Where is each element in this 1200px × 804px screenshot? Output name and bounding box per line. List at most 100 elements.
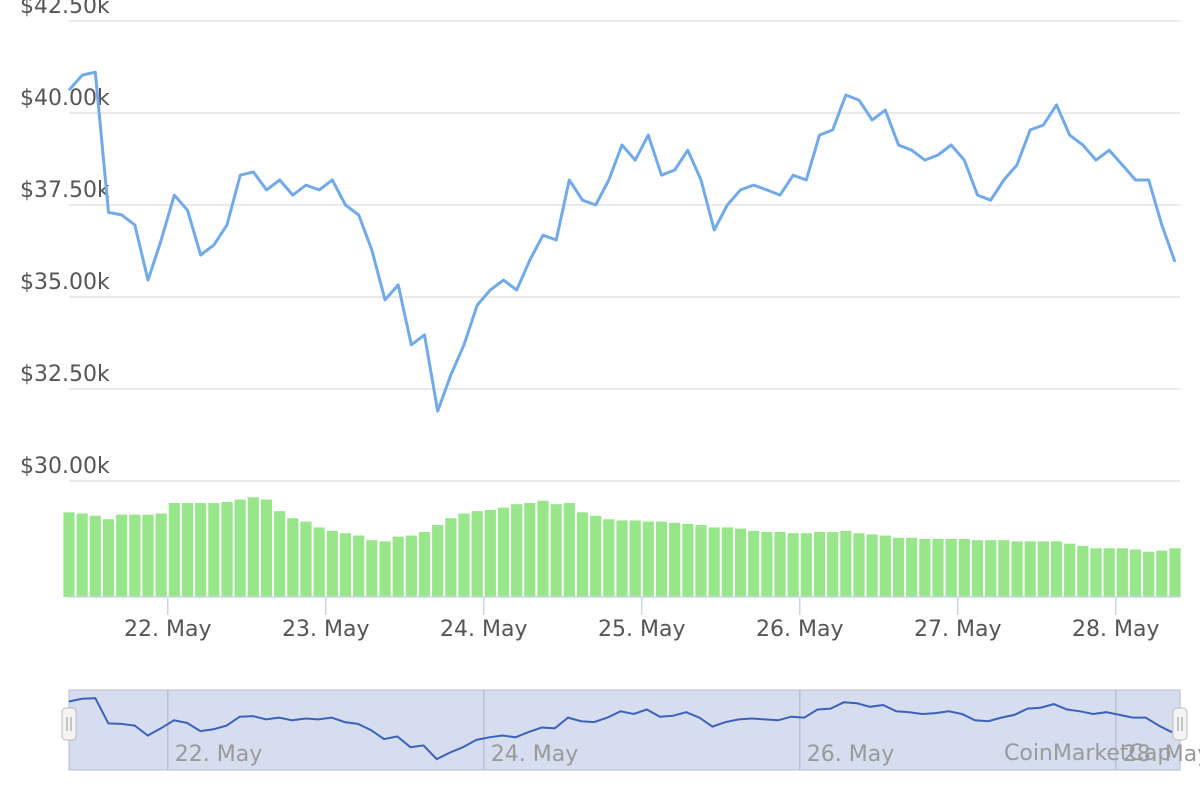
- volume-bar: [418, 532, 431, 597]
- volume-bar: [353, 535, 365, 597]
- volume-bar: [63, 512, 75, 597]
- x-tick-label: 22. May: [124, 617, 211, 642]
- volume-bar: [1037, 541, 1049, 597]
- volume-bar: [695, 525, 707, 597]
- volume-bar: [300, 521, 312, 597]
- volume-bar: [998, 540, 1010, 597]
- volume-bar: [590, 515, 602, 597]
- volume-bar: [563, 503, 575, 597]
- volume-bar: [260, 499, 273, 597]
- y-tick-label: $42.50k: [20, 0, 110, 19]
- volume-bar: [721, 527, 733, 597]
- volume-bar: [932, 539, 944, 597]
- volume-bar: [800, 533, 812, 597]
- volume-bar: [669, 522, 681, 597]
- x-tick-label: 23. May: [282, 617, 369, 642]
- volume-bar: [550, 504, 562, 597]
- y-tick-label: $37.50k: [20, 178, 110, 203]
- y-tick-label: $35.00k: [20, 270, 110, 295]
- volume-bar: [853, 533, 865, 597]
- volume-bar: [234, 499, 246, 597]
- navigator-handle[interactable]: [61, 707, 77, 741]
- volume-bar: [774, 532, 786, 597]
- watermark: CoinMarketCap: [1004, 741, 1171, 766]
- volume-bar: [945, 539, 957, 597]
- volume-bar: [879, 535, 891, 597]
- navigator-tick-label: 28. May: [1123, 742, 1200, 767]
- volume-bar: [458, 513, 470, 597]
- volume-bar: [1129, 549, 1142, 597]
- volume-bar: [1169, 548, 1181, 597]
- volume-bar: [892, 537, 905, 597]
- volume-bar: [827, 532, 839, 597]
- volume-bar: [287, 518, 299, 597]
- volume-bar: [906, 537, 918, 597]
- volume-bar: [379, 541, 391, 597]
- volume-bar: [655, 521, 668, 597]
- volume-bar: [616, 520, 628, 597]
- volume-bar: [445, 518, 457, 597]
- volume-bar: [155, 513, 167, 597]
- volume-bar: [971, 540, 984, 597]
- volume-bar: [1156, 550, 1168, 597]
- y-tick-label: $32.50k: [20, 362, 110, 387]
- volume-bar: [866, 534, 878, 597]
- volume-bar: [1024, 541, 1036, 597]
- volume-bar: [247, 497, 259, 597]
- volume-bar: [142, 514, 154, 597]
- volume-bar: [1103, 548, 1115, 597]
- volume-bar: [89, 515, 101, 597]
- volume-bar: [840, 530, 852, 597]
- x-tick-label: 28. May: [1072, 617, 1159, 642]
- price-line: [67, 70, 1177, 413]
- y-tick-label: $40.00k: [20, 86, 110, 111]
- volume-bar: [405, 535, 417, 597]
- volume-bar: [221, 501, 233, 597]
- x-tick-label: 26. May: [756, 617, 843, 642]
- volume-bar: [195, 503, 207, 597]
- volume-bar: [576, 512, 589, 597]
- volume-bar: [1090, 548, 1102, 597]
- volume-bar: [1116, 548, 1128, 597]
- volume-bar: [208, 503, 220, 597]
- volume-bar: [432, 525, 444, 597]
- volume-bar: [116, 514, 128, 597]
- volume-bar: [1077, 545, 1089, 597]
- volume-bar: [1011, 541, 1023, 597]
- volume-bar: [168, 503, 180, 597]
- navigator-handle[interactable]: [1172, 707, 1188, 741]
- volume-bar: [497, 507, 510, 597]
- navigator-tick-label: 24. May: [491, 742, 578, 767]
- navigator-tick-label: 26. May: [807, 742, 894, 767]
- volume-bar: [484, 510, 496, 597]
- volume-bar: [813, 532, 826, 597]
- volume-bar: [129, 514, 141, 597]
- volume-bar: [102, 519, 115, 597]
- volume-bar: [392, 536, 404, 597]
- volume-bar: [958, 539, 970, 597]
- volume-bar: [1050, 541, 1063, 597]
- volume-bar: [524, 503, 536, 597]
- navigator-window[interactable]: [68, 689, 1181, 771]
- volume-bar: [682, 523, 694, 597]
- y-tick-label: $30.00k: [20, 454, 110, 479]
- volume-bar: [1064, 543, 1076, 597]
- volume-bar: [537, 500, 549, 597]
- volume-bar: [985, 540, 997, 597]
- volume-bar: [761, 532, 773, 597]
- volume-bar: [274, 511, 286, 597]
- volume-bar: [642, 521, 654, 597]
- x-tick-label: 25. May: [598, 617, 685, 642]
- volume-bar: [313, 527, 325, 597]
- volume-bar: [787, 533, 799, 597]
- volume-bar: [366, 540, 378, 597]
- volume-bar: [326, 530, 338, 597]
- volume-bar: [511, 504, 523, 597]
- volume-bar: [919, 539, 931, 597]
- volume-bar: [629, 520, 641, 597]
- volume-bar: [76, 513, 88, 597]
- x-tick-label: 24. May: [440, 617, 527, 642]
- volume-bar: [734, 528, 747, 597]
- navigator-line: [68, 697, 1173, 761]
